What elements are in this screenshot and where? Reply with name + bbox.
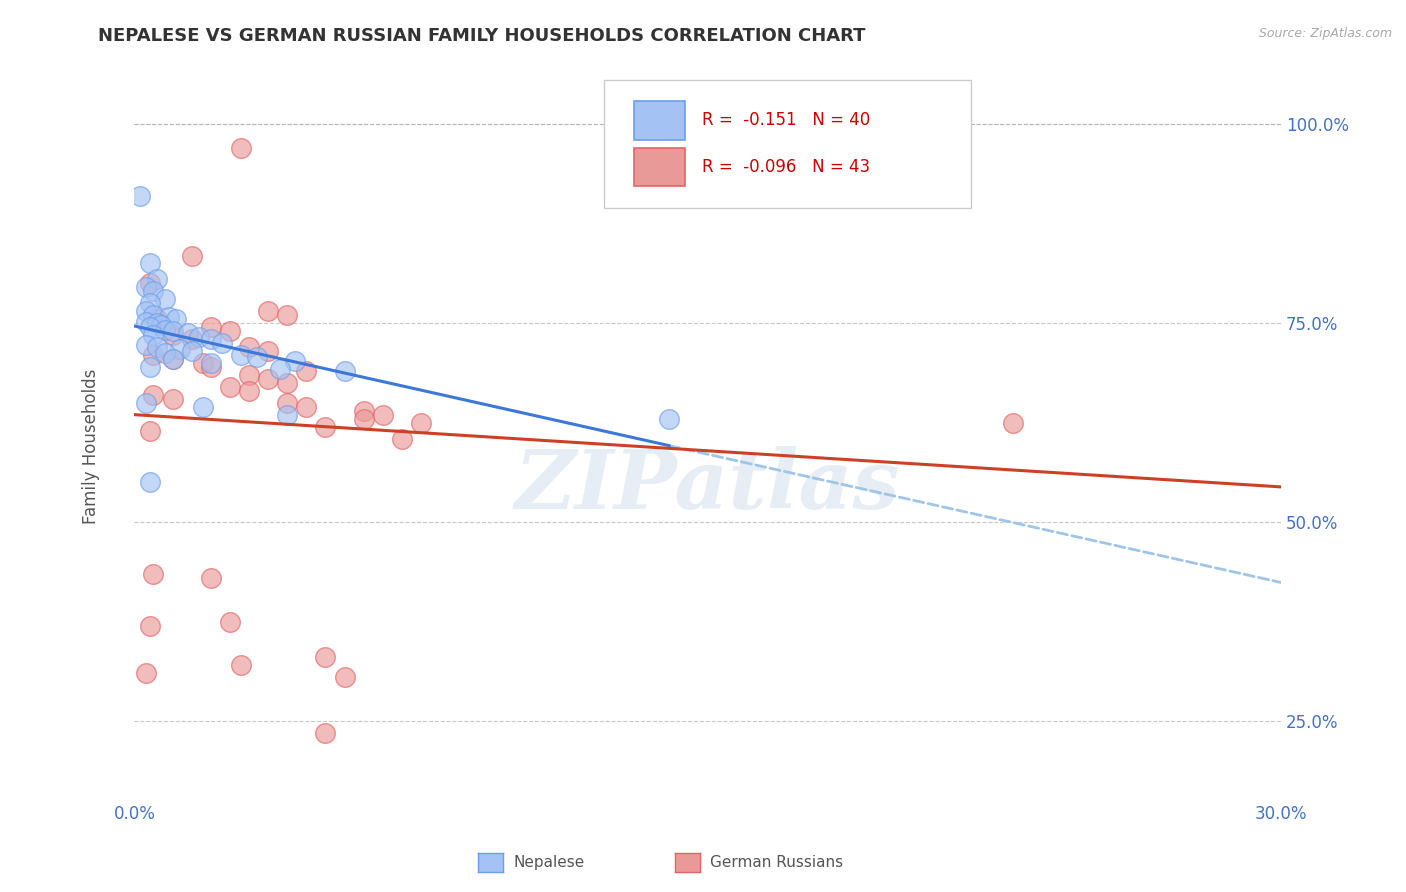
Point [135, 338, 157, 352]
Point [409, 416, 432, 430]
Point [391, 432, 413, 446]
Point [353, 403, 375, 417]
Point [276, 396, 298, 410]
Point [135, 315, 157, 329]
Point [333, 364, 356, 378]
Point [138, 256, 160, 270]
Point [276, 308, 298, 322]
Point [231, 658, 253, 673]
Point [200, 571, 222, 585]
Point [153, 293, 176, 307]
Point [191, 356, 214, 370]
Point [231, 348, 253, 362]
Point [142, 285, 165, 299]
Point [153, 346, 176, 360]
Point [138, 475, 160, 490]
FancyBboxPatch shape [634, 102, 685, 139]
Point [219, 615, 242, 629]
Point [200, 359, 222, 374]
Point [146, 312, 169, 326]
Point [142, 348, 165, 362]
Text: R =  -0.151   N = 40: R = -0.151 N = 40 [702, 112, 870, 129]
Point [257, 344, 280, 359]
Point [142, 328, 165, 343]
Point [200, 320, 222, 334]
Point [200, 332, 222, 346]
Point [157, 310, 180, 324]
Point [353, 411, 375, 425]
Point [146, 340, 169, 354]
Point [211, 336, 233, 351]
Point [314, 419, 336, 434]
Point [191, 400, 214, 414]
Point [314, 726, 336, 740]
Point [162, 351, 184, 366]
Point [219, 380, 242, 394]
Point [129, 189, 152, 203]
Point [257, 304, 280, 318]
Point [146, 316, 169, 330]
Point [180, 332, 202, 346]
Point [135, 666, 157, 681]
Point [276, 376, 298, 390]
Point [146, 272, 169, 286]
Point [284, 354, 307, 368]
Text: ZIPatlas: ZIPatlas [515, 446, 900, 525]
Point [135, 396, 157, 410]
Point [153, 322, 176, 336]
Text: German Russians: German Russians [710, 855, 844, 870]
Point [165, 312, 187, 326]
FancyBboxPatch shape [605, 79, 972, 208]
Point [188, 330, 211, 344]
Point [269, 362, 291, 376]
Point [238, 368, 260, 382]
Text: NEPALESE VS GERMAN RUSSIAN FAMILY HOUSEHOLDS CORRELATION CHART: NEPALESE VS GERMAN RUSSIAN FAMILY HOUSEH… [98, 27, 866, 45]
Point [276, 408, 298, 422]
Point [138, 424, 160, 438]
Point [150, 318, 173, 332]
Point [162, 324, 184, 338]
Point [200, 356, 222, 370]
Text: R =  -0.096   N = 43: R = -0.096 N = 43 [702, 158, 870, 176]
Point [138, 296, 160, 310]
Point [231, 141, 253, 155]
Point [257, 372, 280, 386]
Point [142, 308, 165, 322]
Point [371, 408, 394, 422]
Point [138, 320, 160, 334]
Point [180, 248, 202, 262]
Point [138, 618, 160, 632]
Point [295, 364, 318, 378]
Point [295, 400, 318, 414]
FancyBboxPatch shape [634, 147, 685, 186]
Point [1002, 416, 1025, 430]
Text: Nepalese: Nepalese [513, 855, 585, 870]
Text: Source: ZipAtlas.com: Source: ZipAtlas.com [1258, 27, 1392, 40]
Point [142, 388, 165, 402]
Point [219, 324, 242, 338]
Point [138, 359, 160, 374]
Point [246, 350, 269, 364]
Point [135, 304, 157, 318]
Point [238, 384, 260, 398]
Point [314, 650, 336, 665]
Point [658, 411, 681, 425]
Point [138, 277, 160, 291]
Point [162, 328, 184, 343]
Point [333, 670, 356, 684]
Point [162, 392, 184, 406]
Point [177, 326, 200, 340]
Point [238, 340, 260, 354]
Point [135, 280, 157, 294]
Point [162, 351, 184, 366]
Point [169, 342, 191, 356]
Point [142, 566, 165, 581]
Point [180, 344, 202, 359]
Text: Family Households: Family Households [83, 368, 100, 524]
